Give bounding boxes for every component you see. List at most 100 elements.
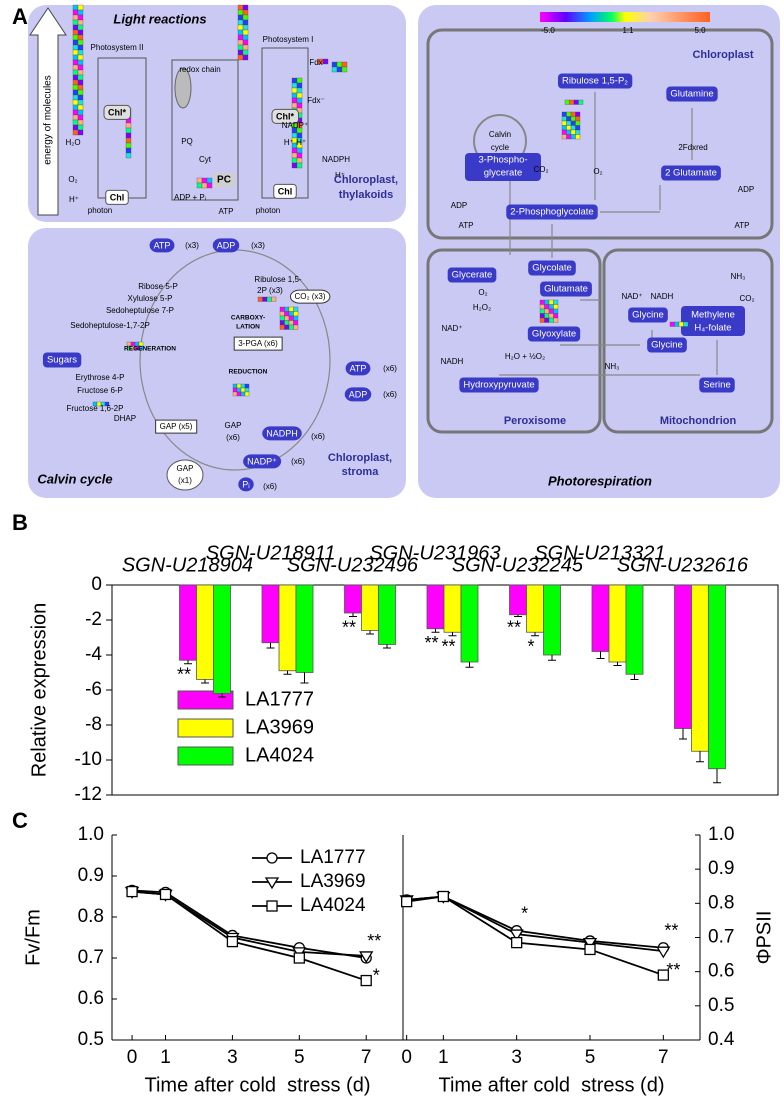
error-bar [218,693,226,698]
mitochondrion-frame [602,248,774,434]
heatmap-cell [279,320,285,326]
heatmap-cell [237,4,244,11]
heatmap-cell [296,152,303,159]
heatmap-cell [341,66,348,73]
x-tick-label: 3 [511,1047,522,1068]
node-box [105,189,129,205]
heatmap-cell [296,77,303,84]
diagram-label: CARBOXY- [231,315,265,322]
node-box [344,387,372,402]
heatmap-cell [544,299,550,305]
heatmap-cell [206,177,213,184]
diagram-label: H₂O + ½O₂ [505,352,545,361]
diagram-label: thylakoids [339,189,393,201]
x-tick-label: 3 [227,1047,238,1068]
error-bar [448,632,457,637]
heatmap-cell [288,315,294,321]
bar [460,584,479,663]
heatmap-cell [244,391,250,397]
y-tick-label: -12 [75,784,102,805]
heatmap-cell [553,313,559,319]
node-box [666,86,718,102]
heatmap-cell [72,44,79,51]
bar [674,584,692,729]
diagram-label: CO₂ [739,294,754,303]
heatmap-cell [240,383,246,389]
heatmap-cell [291,97,298,104]
legend-label: LA3969 [245,716,314,738]
diagram-label: O₂ [478,288,487,297]
node-box [149,238,175,253]
node-box [447,267,497,283]
diagram-label: PQ [181,137,193,146]
heatmap-cell [674,321,680,327]
diagram-label: ATP [350,363,367,373]
bar [378,584,396,645]
diagram-label: Photorespiration [548,473,652,488]
diagram-label: Sedoheptulose 7-P [106,306,174,315]
x-tick-label: 5 [585,1047,596,1068]
heatmap-cell [237,39,244,46]
y-axis-label: ΦPSII [753,911,775,965]
diagram-label: LATION [236,324,260,331]
node-box [213,172,235,188]
diagram-label: NAD⁺ [441,324,462,333]
node-box [345,361,371,376]
diagram-label: photon [88,206,112,215]
marker [159,888,172,901]
y-tick-label: 0.5 [708,995,734,1016]
diagram-label: NAD⁺ [621,292,642,301]
heatmap-cell [336,61,343,68]
heatmap-cell [331,66,338,73]
error-bar [713,768,721,784]
node-box [506,204,598,220]
heatmap-cell [683,321,689,327]
diagram-label: Mitochondrion [660,415,737,427]
category-label: SGN-U218904 [122,554,253,576]
heatmap-cell [296,92,303,99]
heatmap-cell [575,129,581,135]
bar [344,584,362,614]
heatmap-cell [564,99,570,105]
heatmap-cell [104,401,110,407]
error-bar [548,655,556,661]
y-tick-label: 0.4 [708,1029,735,1050]
heatmap-cell [678,321,684,327]
heatmap-cell [77,129,84,136]
heatmap-cell [575,120,581,126]
heatmap-cell [242,54,249,61]
heatmap-cell [570,129,576,135]
heatmap-cell [196,182,203,189]
legend-swatch [177,718,234,738]
heatmap-cell [232,383,238,389]
heatmap-cell [279,315,285,321]
error-bar [514,614,522,617]
node-box [540,281,592,297]
diagram-label: -5.0 [541,26,555,35]
bar [526,584,544,633]
error-bar [465,662,474,668]
heatmap-cell [553,308,559,314]
heatmap-cell [291,147,298,154]
x-tick-label: 1 [160,1047,171,1068]
heatmap-cell [566,116,572,122]
heatmap-cell [291,162,298,169]
heatmap-cell [539,313,545,319]
heatmap-cell [77,84,84,91]
node-box [155,419,198,434]
diagram-label: ADP [451,201,467,210]
error-bar [349,613,357,617]
gap-oval [166,459,204,491]
panel-letter: C [12,808,28,833]
heatmap-cell [125,137,132,144]
heatmap-cell [242,29,249,36]
error-bar [300,672,309,684]
diagram-label: Ribulose 1,5-P₂ [562,76,628,87]
heatmap-cell [237,19,244,26]
bar [278,584,297,672]
heatmap-cell [570,111,576,117]
heatmap-cell [242,4,249,11]
line [406,895,664,949]
bar [426,584,445,630]
